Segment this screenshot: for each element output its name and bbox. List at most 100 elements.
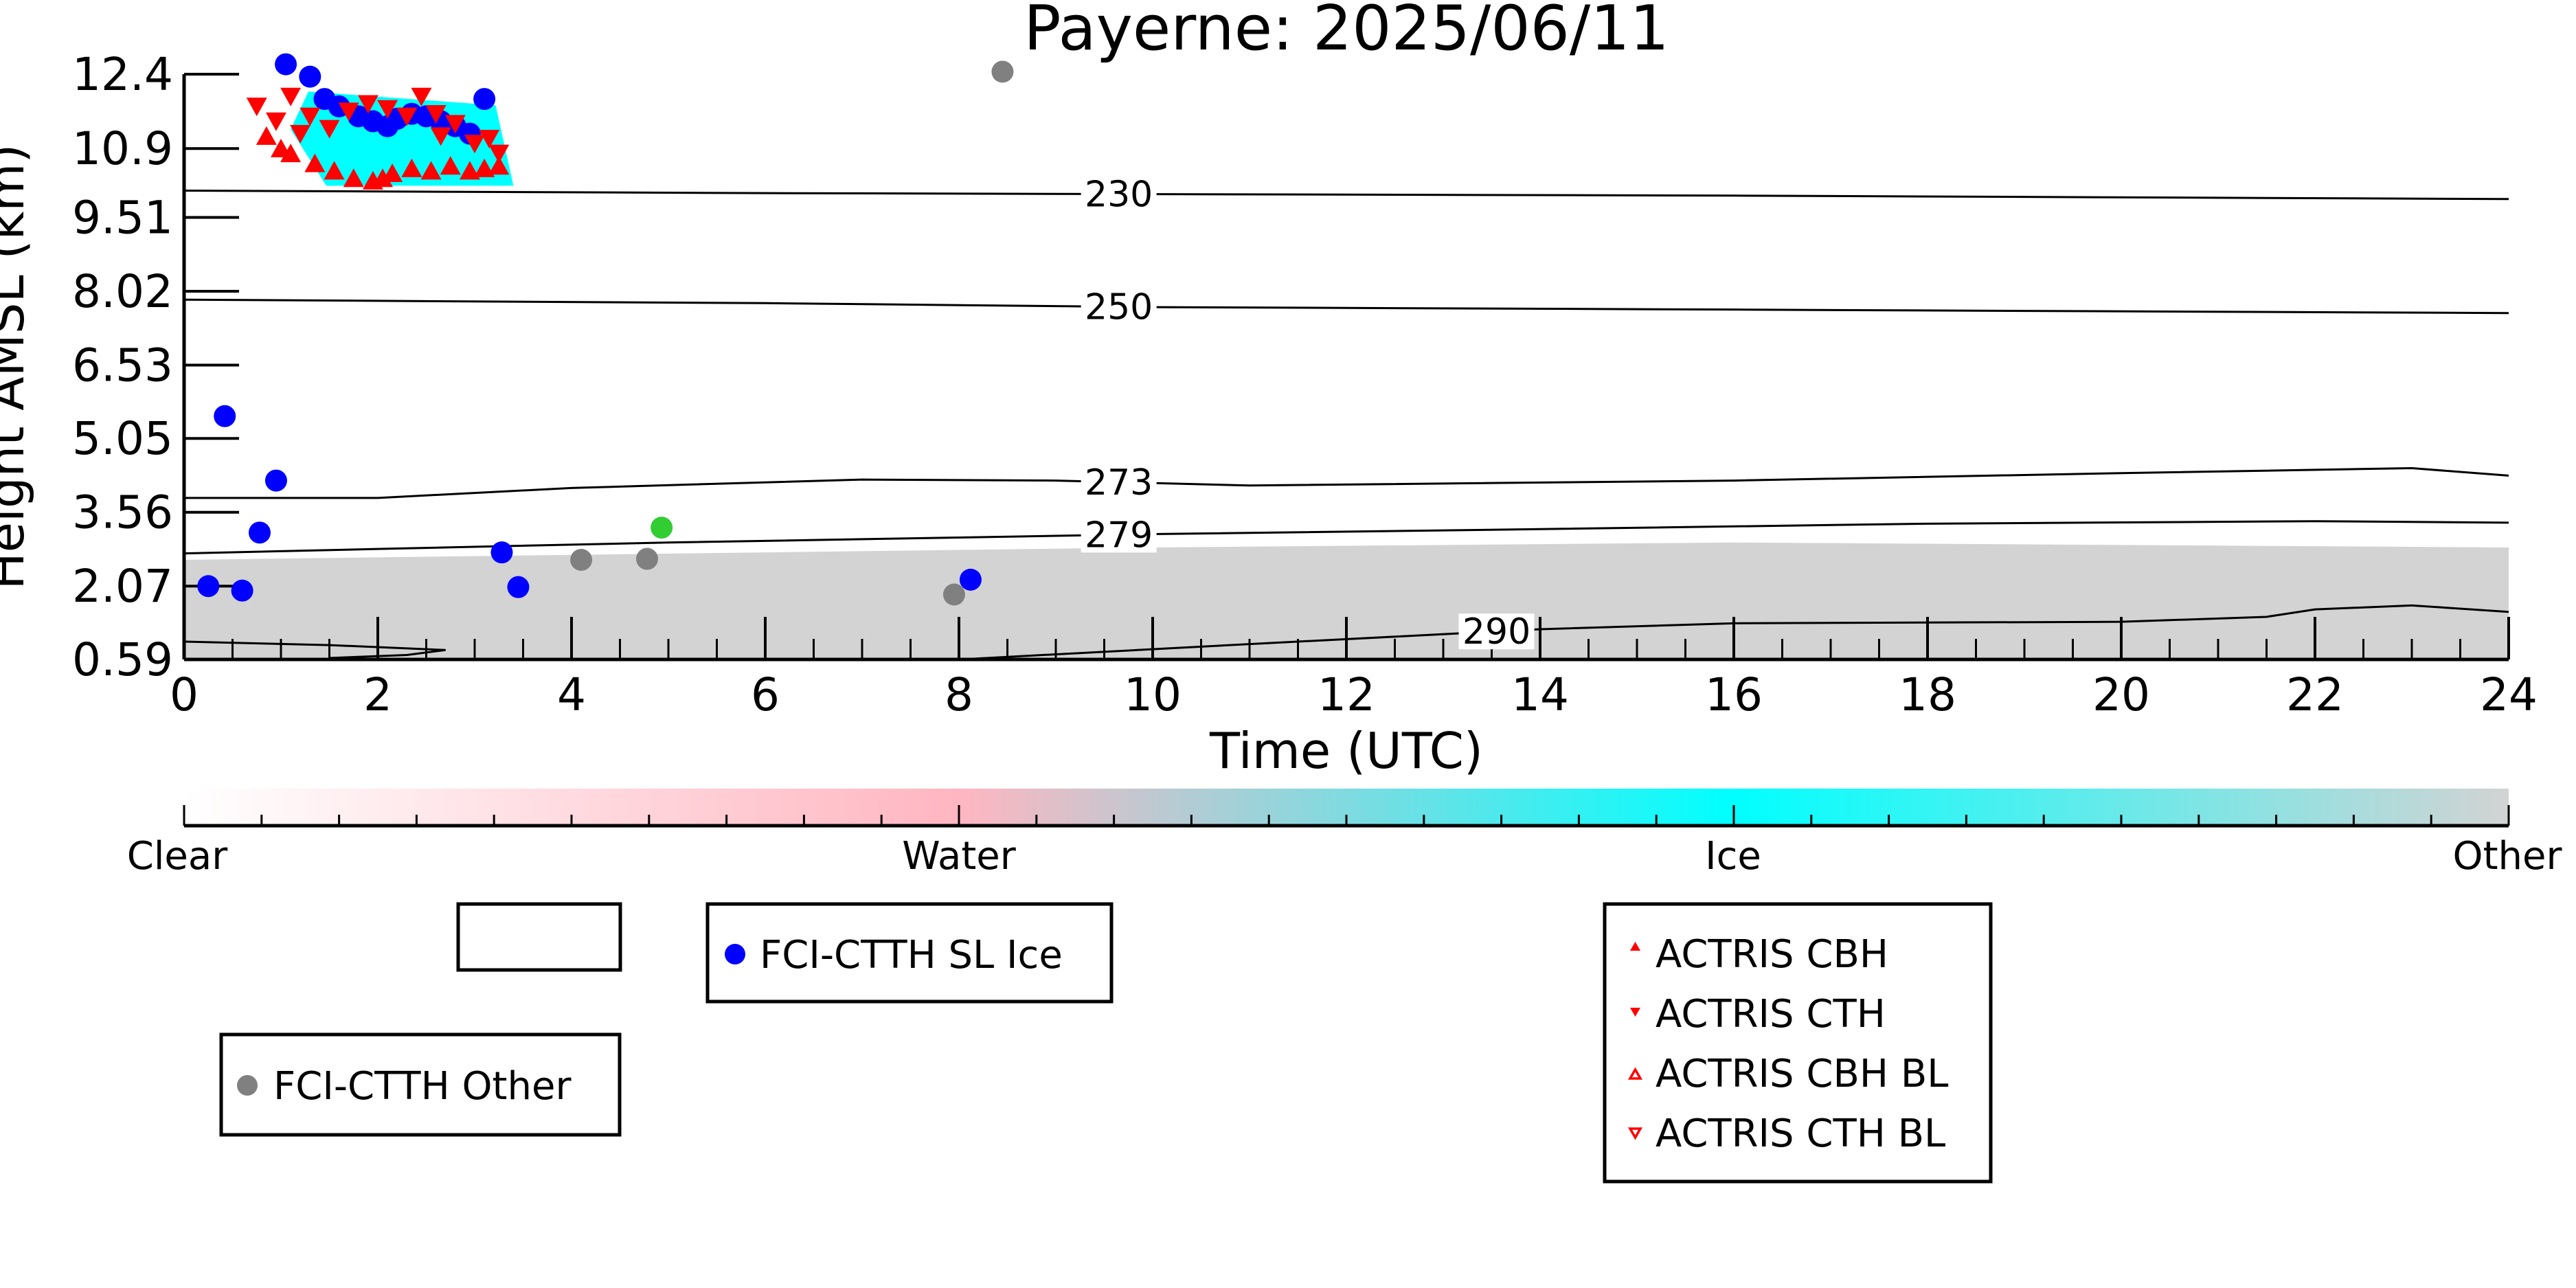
y-tick-label: 3.56: [72, 486, 173, 539]
point-actris-cth: [411, 87, 432, 106]
point-fci-ctth-sl-ice: [264, 469, 287, 492]
legend-label-actris-cbh: ACTRIS CBH: [1656, 932, 1888, 977]
point-actris-cbh: [280, 144, 302, 163]
legend-label-fci-ice: FCI-CTTH SL Ice: [760, 933, 1063, 978]
contour-label-bg: [1081, 289, 1157, 325]
y-tick-label: 8.02: [72, 265, 173, 318]
point-fci-ctth-sl-ice: [490, 541, 513, 564]
point-actris-cbh: [420, 161, 442, 180]
point-actris-cth: [338, 102, 359, 122]
colorbar-label-clear: Clear: [127, 834, 228, 879]
legend-marker-fci-other: [237, 1075, 258, 1096]
legend-marker-actris-cth-bl: [1627, 1127, 1643, 1140]
point-actris-cbh: [401, 158, 422, 177]
y-tick-label: 12.4: [72, 48, 173, 101]
point-unlabeled: [651, 517, 673, 539]
point-actris-cbh: [440, 156, 461, 175]
point-actris-cbh: [271, 138, 291, 157]
legend-box-empty: [456, 902, 622, 972]
y-tick-label: 0.59: [72, 633, 173, 686]
point-fci-ctth-sl-ice: [197, 575, 220, 598]
point-fci-ctth-other: [942, 583, 965, 606]
chart-title: Payerne: 2025/06/11: [1024, 0, 1669, 65]
y-tick-label: 6.53: [72, 339, 173, 392]
legend-box-fci-ice: FCI-CTTH SL Ice: [705, 902, 1114, 1004]
point-actris-cth: [280, 87, 302, 106]
y-axis-title: Height AMSL (km): [0, 144, 35, 590]
x-tick-label: 8: [945, 668, 973, 721]
point-actris-cth: [464, 135, 485, 154]
point-fci-ctth-sl-ice: [473, 88, 496, 111]
x-tick-label: 10: [1124, 668, 1182, 721]
contour-label-bg: [1458, 613, 1535, 650]
point-actris-cth: [357, 95, 379, 114]
y-tick-label: 9.51: [72, 191, 173, 244]
contour-label-bg: [1081, 517, 1157, 553]
x-tick-label: 14: [1511, 668, 1569, 721]
point-actris-cbh: [474, 158, 495, 177]
point-fci-ctth-sl-ice: [275, 53, 297, 76]
contour-labels: 230 250 273 279 290: [1081, 174, 1535, 653]
x-tick-label: 2: [363, 668, 392, 721]
colorbar: Clear Water Ice Other: [127, 789, 2562, 879]
legend-label-actris-cth: ACTRIS CTH: [1656, 992, 1886, 1037]
point-actris-cth: [430, 127, 451, 146]
contour-label-273: 273: [1085, 462, 1153, 504]
legend-label-actris-cth-bl: ACTRIS CTH BL: [1656, 1111, 1945, 1156]
x-tick-label: 22: [2286, 668, 2344, 721]
point-fci-ctth-other: [991, 60, 1014, 83]
colorbar-label-ice: Ice: [1705, 834, 1761, 879]
legend-label-fci-other: FCI-CTTH Other: [273, 1064, 572, 1109]
point-actris-cbh: [324, 161, 345, 180]
legend-box-fci-other: FCI-CTTH Other: [219, 1032, 622, 1137]
contour-label-230: 230: [1085, 174, 1153, 215]
x-tick-label: 6: [751, 668, 780, 721]
point-actris-cbh: [488, 156, 510, 175]
contour-label-bg: [1081, 176, 1157, 212]
point-actris-cth: [300, 107, 321, 126]
point-fci-ctth-sl-ice: [959, 568, 982, 591]
point-fci-ctth-sl-ice: [214, 405, 236, 427]
x-tick-label: 0: [170, 668, 199, 721]
contour-line-273: [184, 467, 2509, 499]
y-tick-label: 5.05: [72, 412, 173, 465]
background-fields: [184, 91, 2509, 659]
point-actris-cth: [488, 144, 510, 163]
markers: [197, 53, 1014, 606]
point-actris-cth: [425, 104, 447, 124]
contour-line-230: [184, 190, 2509, 201]
y-tick-label: 2.07: [72, 560, 173, 613]
point-actris-cth: [396, 107, 418, 126]
point-actris-cbh: [256, 126, 277, 145]
point-actris-cbh: [343, 168, 364, 188]
colorbar-ticks: [183, 805, 2510, 828]
x-tick-label: 16: [1705, 668, 1763, 721]
x-tick-label: 18: [1899, 668, 1956, 721]
point-actris-cbh: [372, 168, 394, 188]
point-actris-cth: [377, 100, 398, 119]
colorbar-label-water: Water: [902, 834, 1017, 879]
point-actris-cth: [265, 112, 286, 131]
point-actris-cth: [319, 120, 340, 139]
x-tick-label: 12: [1318, 668, 1375, 721]
x-axis-title: Time (UTC): [1209, 722, 1483, 780]
legend-marker-actris-cbh: [1630, 942, 1640, 951]
point-actris-cth: [290, 124, 311, 144]
contour-label-250: 250: [1085, 287, 1153, 328]
contour-label-290: 290: [1462, 611, 1530, 653]
contour-label-bg: [1081, 464, 1157, 500]
point-fci-ctth-sl-ice: [231, 579, 253, 602]
colorbar-label-other: Other: [2452, 834, 2562, 879]
point-fci-ctth-sl-ice: [507, 576, 530, 598]
point-fci-ctth-other: [570, 548, 593, 571]
legend-box-actris: ACTRIS CBH ACTRIS CTH ACTRIS CBH BL ACTR…: [1603, 902, 1993, 1184]
legend-label-actris-cbh-bl: ACTRIS CBH BL: [1656, 1052, 1948, 1096]
point-actris-cth: [246, 98, 267, 117]
legend-marker-fci-ice: [725, 944, 745, 964]
x-tick-label: 24: [2480, 668, 2538, 721]
y-tick-label: 10.9: [72, 122, 173, 175]
point-actris-cbh: [459, 161, 480, 180]
x-tick-label: 20: [2092, 668, 2150, 721]
legend-marker-actris-cth: [1630, 1008, 1640, 1017]
